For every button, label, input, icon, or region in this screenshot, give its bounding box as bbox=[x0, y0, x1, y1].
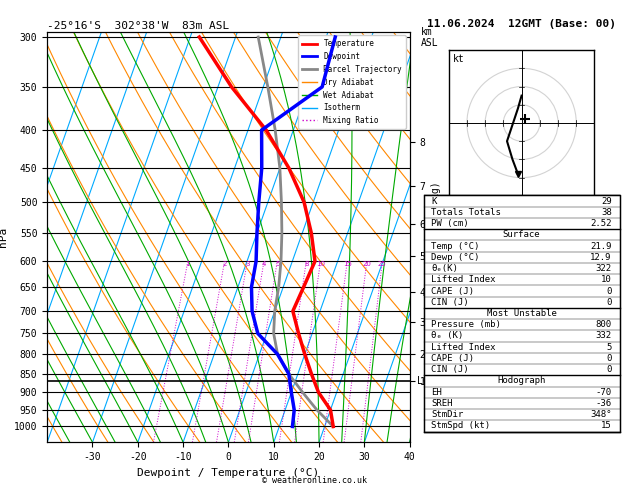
Text: 12.9: 12.9 bbox=[590, 253, 612, 262]
Text: Surface: Surface bbox=[503, 230, 540, 239]
Text: 322: 322 bbox=[596, 264, 612, 273]
Text: -36: -36 bbox=[596, 399, 612, 408]
Text: K: K bbox=[431, 196, 437, 206]
Text: Lifted Index: Lifted Index bbox=[431, 275, 496, 284]
Text: 0: 0 bbox=[606, 298, 612, 307]
Text: CAPE (J): CAPE (J) bbox=[431, 287, 474, 295]
Text: 0: 0 bbox=[606, 365, 612, 374]
Text: 5: 5 bbox=[275, 261, 279, 267]
Text: 3: 3 bbox=[245, 261, 250, 267]
Text: Totals Totals: Totals Totals bbox=[431, 208, 501, 217]
Text: Dewp (°C): Dewp (°C) bbox=[431, 253, 480, 262]
Text: 800: 800 bbox=[596, 320, 612, 329]
Text: 11.06.2024  12GMT (Base: 00): 11.06.2024 12GMT (Base: 00) bbox=[427, 19, 616, 30]
Text: 4: 4 bbox=[262, 261, 266, 267]
Text: 5: 5 bbox=[606, 343, 612, 352]
Text: 21.9: 21.9 bbox=[590, 242, 612, 251]
X-axis label: Dewpoint / Temperature (°C): Dewpoint / Temperature (°C) bbox=[137, 468, 320, 478]
Legend: Temperature, Dewpoint, Parcel Trajectory, Dry Adiabat, Wet Adiabat, Isotherm, Mi: Temperature, Dewpoint, Parcel Trajectory… bbox=[298, 35, 406, 129]
Text: 348°: 348° bbox=[590, 410, 612, 419]
Text: Most Unstable: Most Unstable bbox=[487, 309, 557, 318]
Text: 38: 38 bbox=[601, 208, 612, 217]
Text: 15: 15 bbox=[343, 261, 352, 267]
Text: 2.52: 2.52 bbox=[590, 219, 612, 228]
Text: 10: 10 bbox=[316, 261, 325, 267]
Text: 332: 332 bbox=[596, 331, 612, 341]
Text: StmDir: StmDir bbox=[431, 410, 464, 419]
Text: 0: 0 bbox=[606, 287, 612, 295]
Text: CIN (J): CIN (J) bbox=[431, 365, 469, 374]
Text: CIN (J): CIN (J) bbox=[431, 298, 469, 307]
Text: Pressure (mb): Pressure (mb) bbox=[431, 320, 501, 329]
Text: kt: kt bbox=[453, 54, 465, 65]
Text: 2: 2 bbox=[223, 261, 226, 267]
Text: LCL: LCL bbox=[417, 377, 435, 386]
Text: θₑ(K): θₑ(K) bbox=[431, 264, 459, 273]
Text: Lifted Index: Lifted Index bbox=[431, 343, 496, 352]
Text: EH: EH bbox=[431, 388, 442, 397]
Text: km
ASL: km ASL bbox=[420, 27, 438, 48]
Text: 10: 10 bbox=[601, 275, 612, 284]
Text: 1: 1 bbox=[186, 261, 190, 267]
Text: -70: -70 bbox=[596, 388, 612, 397]
Text: SREH: SREH bbox=[431, 399, 453, 408]
Text: 25: 25 bbox=[378, 261, 387, 267]
Text: StmSpd (kt): StmSpd (kt) bbox=[431, 421, 491, 431]
Text: Hodograph: Hodograph bbox=[498, 377, 546, 385]
Text: θₑ (K): θₑ (K) bbox=[431, 331, 464, 341]
Text: CAPE (J): CAPE (J) bbox=[431, 354, 474, 363]
Text: PW (cm): PW (cm) bbox=[431, 219, 469, 228]
Y-axis label: hPa: hPa bbox=[0, 227, 8, 247]
Text: 15: 15 bbox=[601, 421, 612, 431]
Text: Temp (°C): Temp (°C) bbox=[431, 242, 480, 251]
Text: -25°16'S  302°38'W  83m ASL: -25°16'S 302°38'W 83m ASL bbox=[47, 21, 230, 31]
Y-axis label: Mixing Ratio (g/kg): Mixing Ratio (g/kg) bbox=[431, 181, 441, 293]
Text: © weatheronline.co.uk: © weatheronline.co.uk bbox=[262, 476, 367, 485]
Text: 8: 8 bbox=[304, 261, 308, 267]
Text: 0: 0 bbox=[606, 354, 612, 363]
Text: 20: 20 bbox=[362, 261, 371, 267]
Text: 29: 29 bbox=[601, 196, 612, 206]
